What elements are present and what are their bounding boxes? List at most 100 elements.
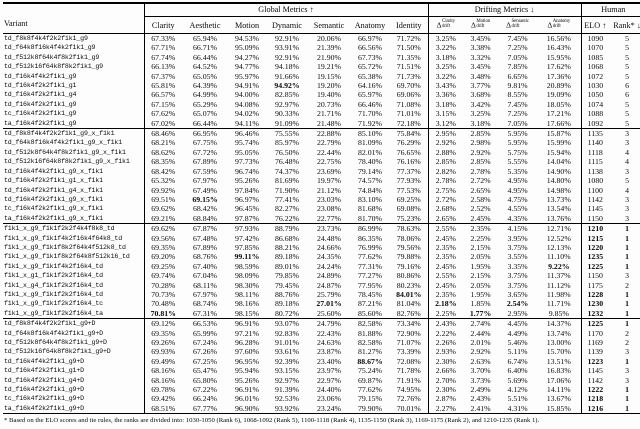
value-cell: 4.15% xyxy=(507,224,528,234)
value-cell: 9.22% xyxy=(548,261,570,271)
value-cell: 1 xyxy=(625,289,630,299)
value-cell: 76.48% xyxy=(274,157,300,167)
value-cell: 2.45% xyxy=(427,280,464,290)
variant-cell: f1k1_x_g9_f1k1f2k2f16k4_tc xyxy=(4,300,103,308)
table-row: f1k1_x_g9_f1k1f8k2f64k8f512k16_td 69.20% 6… xyxy=(3,252,640,262)
value-cell: 1140 xyxy=(580,138,610,148)
variant-cell: td_f16k4f4k2f1k1_g9+D xyxy=(4,357,84,365)
value-cell: 3.25% xyxy=(470,109,491,119)
value-cell: 2.52% xyxy=(470,204,491,214)
value-cell: 97.42% xyxy=(234,233,260,243)
value-cell: 2.45% xyxy=(470,213,491,223)
value-cell: 24.89% xyxy=(316,271,342,281)
value-cell: 65.81% xyxy=(143,81,182,91)
value-cell: 67.59% xyxy=(192,166,218,176)
value-cell: 71.91% xyxy=(396,375,421,385)
value-cell: 94.00% xyxy=(234,90,260,100)
value-cell: 69.25% xyxy=(143,261,182,272)
value-cell: 3.95% xyxy=(507,233,528,243)
value-cell: 69.35% xyxy=(143,328,182,338)
value-cell: 1 xyxy=(625,319,630,329)
value-cell: 67.49% xyxy=(192,185,218,195)
value-cell: 2.55% xyxy=(427,271,464,281)
value-cell: 1030 xyxy=(580,81,610,91)
value-cell: 91.09% xyxy=(274,118,300,128)
table-row: f1k1_x_g9_f1k1f8k2f64k4f512k8_td 69.35% 67… xyxy=(3,242,640,253)
value-cell: 96.95% xyxy=(234,356,260,366)
value-cell: 96.46% xyxy=(234,129,260,139)
value-cell: 22.79% xyxy=(316,138,342,148)
value-cell: 1 xyxy=(625,356,630,366)
value-cell: 65.32% xyxy=(143,176,182,186)
value-cell: 2.85% xyxy=(470,129,491,139)
value-cell: 1100 xyxy=(580,185,610,195)
value-cell: 9.85% xyxy=(548,308,569,318)
value-cell: 3.18% xyxy=(470,118,491,128)
variant-cell: tc_f16k4f2k2f1k1_g9+D xyxy=(4,395,84,403)
value-cell: 94.02% xyxy=(234,109,260,119)
value-cell: 66.24% xyxy=(192,394,218,404)
value-cell: 21.12% xyxy=(316,185,342,195)
value-cell: 94.91% xyxy=(234,81,260,91)
variant-cell: tc_f16k4f2k2f1k1_g9_x_f1k1 xyxy=(4,205,103,213)
value-cell: 68.74% xyxy=(192,299,218,309)
value-cell: 2.74% xyxy=(470,319,491,329)
value-cell: 24.63% xyxy=(316,338,342,347)
value-cell: 1150 xyxy=(580,271,610,281)
value-cell: 74.37% xyxy=(274,166,300,176)
value-cell: 79.90% xyxy=(357,403,383,413)
value-cell: 72.76% xyxy=(396,394,421,404)
column-header: Motion xyxy=(228,16,266,34)
value-cell: 81.70% xyxy=(357,213,383,223)
delta-symbol: Δ xyxy=(506,20,512,30)
value-cell: 98.15% xyxy=(234,308,260,318)
value-cell: 15.95% xyxy=(546,52,571,62)
value-cell: 2.45% xyxy=(427,261,464,272)
value-cell: 5 xyxy=(625,43,630,53)
value-cell: 96.97% xyxy=(234,194,260,204)
value-cell: 17.36% xyxy=(546,71,571,81)
value-cell: 81.69% xyxy=(274,176,300,186)
value-cell: 15.99% xyxy=(546,138,571,148)
value-cell: 3 xyxy=(625,366,630,376)
table-row: tc_f16k4f2k2f1k1_g9_x_f1k1 69.62% 68.42% 96… xyxy=(3,204,640,214)
value-cell: 1220 xyxy=(580,242,610,253)
value-cell: 1 xyxy=(625,233,630,243)
value-cell: 95.94% xyxy=(234,366,260,376)
value-cell: 65.80% xyxy=(192,375,218,385)
value-cell: 96.01% xyxy=(234,394,260,404)
value-cell: 93.91% xyxy=(274,43,300,53)
value-cell: 22.88% xyxy=(316,129,342,139)
value-cell: 79.88% xyxy=(396,252,421,262)
variant-cell: tc_f16k4f2k2f1k1_g9 xyxy=(4,110,77,118)
value-cell: 65.07% xyxy=(192,109,218,119)
value-cell: 15.87% xyxy=(546,129,571,139)
value-cell: 70.73% xyxy=(143,289,182,300)
value-cell: 89.18% xyxy=(274,252,300,262)
value-cell: 4.31% xyxy=(507,403,528,413)
column-header-drift: Δ Clarity drift xyxy=(427,16,464,34)
value-cell: 93.92% xyxy=(274,403,300,413)
value-cell: 2.55% xyxy=(427,223,464,234)
header-group-label: Human xyxy=(580,3,640,17)
value-cell: 6 xyxy=(625,81,630,91)
value-cell: 7.05% xyxy=(507,118,528,128)
value-cell: 12.71% xyxy=(546,224,571,234)
delta-symbol: Δ xyxy=(470,20,476,30)
value-cell: 1216 xyxy=(580,403,610,414)
value-cell: 69.21% xyxy=(143,213,182,224)
column-header: Clarity xyxy=(143,16,182,34)
value-cell: 1142 xyxy=(580,194,610,205)
variant-cell: td_f8k8f4k4f2k2f1k1_g9_x_f1k1 xyxy=(4,130,115,138)
value-cell: 1232 xyxy=(580,308,610,319)
drift-subscript: drift xyxy=(511,24,520,30)
table-row: td_f16k4f4k2f1k1_g9+D 69.49% 67.25% 96.95% 9… xyxy=(3,356,640,367)
drift-subscript: drift xyxy=(552,24,561,30)
value-cell: 3.43% xyxy=(427,81,464,91)
value-cell: 2.27% xyxy=(427,403,464,414)
column-header: Rank* ↓ xyxy=(609,16,640,34)
value-cell: 77.62% xyxy=(357,252,383,262)
value-cell: 21.48% xyxy=(316,118,342,128)
value-cell: 71.35% xyxy=(396,52,421,62)
value-cell: 69.56% xyxy=(143,233,182,243)
